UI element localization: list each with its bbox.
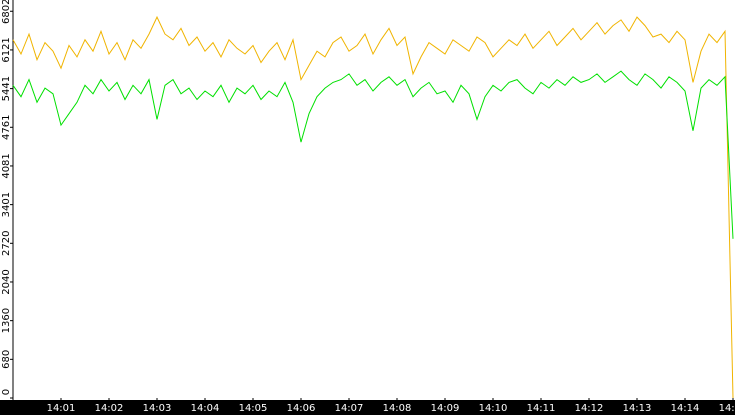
- x-tick-label: 14:14: [671, 403, 700, 414]
- y-tick-label: 2040: [1, 269, 12, 294]
- x-tick-label: 14:15: [719, 403, 735, 414]
- x-tick-label: 14:05: [239, 403, 268, 414]
- y-tick-label: 0: [1, 389, 12, 395]
- series-line: [12, 15, 734, 399]
- y-tick-label: 4761: [1, 115, 12, 140]
- y-tick-label: 6121: [1, 37, 12, 62]
- x-tick-label: 14:09: [431, 403, 460, 414]
- x-tick-label: 14:02: [95, 403, 124, 414]
- x-tick-label: 14:04: [191, 403, 220, 414]
- y-tick-label: 5441: [1, 76, 12, 101]
- x-tick-label: 14:13: [623, 403, 652, 414]
- series-line: [12, 70, 734, 239]
- x-tick-label: 14:10: [479, 403, 508, 414]
- y-tick-label: 2720: [1, 231, 12, 256]
- y-tick-label: 680: [1, 350, 12, 369]
- y-tick-label: 3401: [1, 192, 12, 217]
- x-tick-label: 14:07: [335, 403, 364, 414]
- x-axis-band: [0, 400, 735, 415]
- x-tick-label: 14:03: [143, 403, 172, 414]
- x-tick-label: 14:06: [287, 403, 316, 414]
- x-tick-label: 14:01: [47, 403, 76, 414]
- y-tick-label: 1360: [1, 308, 12, 333]
- x-tick-label: 14:08: [383, 403, 412, 414]
- x-tick-label: 14:12: [575, 403, 604, 414]
- x-tick-label: 14:11: [527, 403, 556, 414]
- y-tick-label: 4081: [1, 153, 12, 178]
- y-tick-label: 6802: [1, 0, 12, 24]
